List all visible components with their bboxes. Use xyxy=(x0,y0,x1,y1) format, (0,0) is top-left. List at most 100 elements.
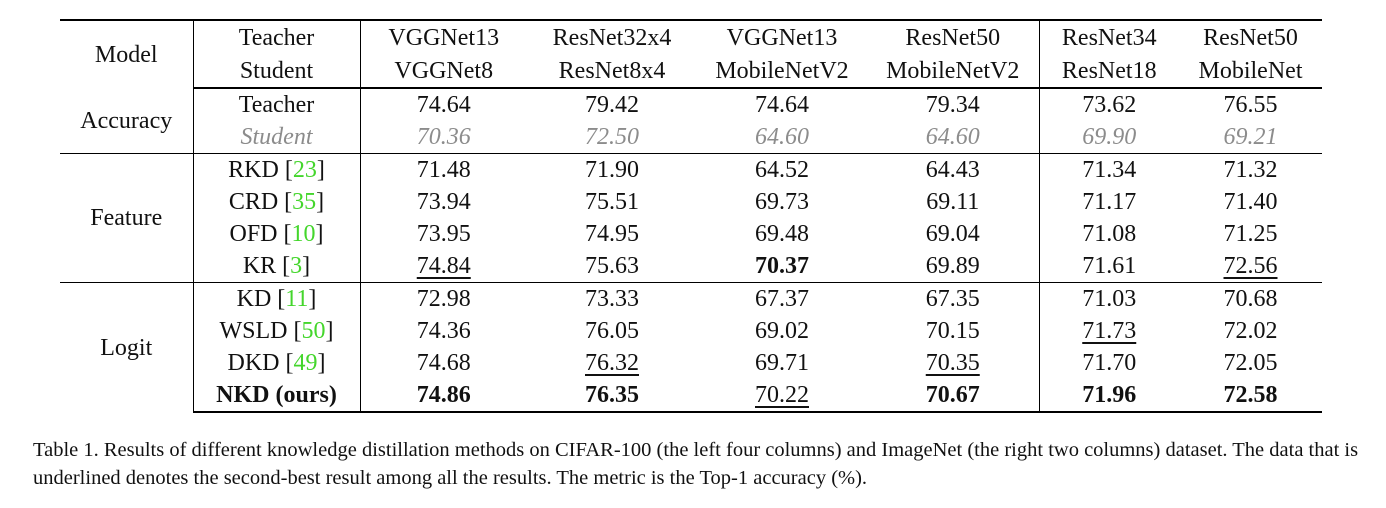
value-cell: 71.90 xyxy=(527,153,697,186)
citation-link[interactable]: 50 xyxy=(301,318,326,344)
value-cell: 76.05 xyxy=(527,315,697,347)
value-cell: 70.37 xyxy=(697,250,867,283)
value-text: 69.90 xyxy=(1082,124,1137,150)
value-text: 67.35 xyxy=(925,286,980,312)
value-text: 73.94 xyxy=(416,189,471,215)
value-cell: 71.25 xyxy=(1179,218,1322,250)
value-text: 72.58 xyxy=(1223,382,1278,408)
value-cell: 70.22 xyxy=(697,379,867,413)
value-text: 69.71 xyxy=(755,350,809,376)
value-cell: 69.89 xyxy=(867,250,1040,283)
citation-link[interactable]: 35 xyxy=(292,189,317,215)
value-text: 70.22 xyxy=(755,382,809,408)
value-cell: 70.35 xyxy=(867,347,1040,379)
value-cell: 76.55 xyxy=(1179,88,1322,121)
value-text: 79.34 xyxy=(925,92,980,118)
value-text: 69.11 xyxy=(926,189,980,215)
results-table: Model Teacher VGGNet13 ResNet32x4 VGGNet13 Re… xyxy=(60,19,1322,413)
value-text: 69.21 xyxy=(1223,124,1278,150)
value-text: 74.95 xyxy=(585,221,639,247)
citation-link[interactable]: 10 xyxy=(291,221,316,247)
value-cell: 74.84 xyxy=(360,250,527,283)
value-text: 69.04 xyxy=(925,221,980,247)
column-student: MobileNetV2 xyxy=(867,54,1040,89)
header-row-student: Student VGGNet8 ResNet8x4 MobileNetV2 Mobile… xyxy=(60,54,1322,89)
value-text: 74.84 xyxy=(416,253,471,279)
value-text: 71.08 xyxy=(1082,221,1137,247)
value-text: 74.68 xyxy=(416,350,471,376)
method-name: RKD [23] xyxy=(193,153,361,186)
value-cell: 71.17 xyxy=(1039,186,1179,218)
value-text: 69.02 xyxy=(755,318,809,344)
value-text: 64.60 xyxy=(755,124,809,150)
value-text: 72.02 xyxy=(1223,318,1278,344)
value-text: 69.48 xyxy=(755,221,809,247)
citation-link[interactable]: 3 xyxy=(290,253,303,279)
value-cell: 79.42 xyxy=(527,88,697,121)
header-row-teacher: Model Teacher VGGNet13 ResNet32x4 VGGNet13 Re… xyxy=(60,19,1322,88)
column-student: ResNet8x4 xyxy=(527,54,697,89)
value-text: 71.70 xyxy=(1082,350,1137,376)
value-cell: 72.50 xyxy=(527,121,697,154)
value-text: 70.36 xyxy=(416,124,471,150)
value-cell: 75.51 xyxy=(527,186,697,218)
value-cell: 72.56 xyxy=(1179,250,1322,283)
value-cell: 72.58 xyxy=(1179,379,1322,413)
value-cell: 76.35 xyxy=(527,379,697,413)
value-cell: 74.95 xyxy=(527,218,697,250)
column-teacher: ResNet50 xyxy=(867,19,1040,54)
table-row: WSLD [50] 74.36 76.05 69.02 70.15 71.73 72.02 xyxy=(60,315,1322,347)
value-cell: 69.21 xyxy=(1179,121,1322,154)
value-cell: 73.33 xyxy=(527,282,697,315)
value-text: 71.34 xyxy=(1082,157,1137,183)
value-cell: 76.32 xyxy=(527,347,697,379)
value-text: 74.64 xyxy=(416,92,471,118)
value-text: 73.95 xyxy=(416,221,471,247)
value-text: 76.32 xyxy=(585,350,639,376)
table-row: KR [3] 74.84 75.63 70.37 69.89 71.61 72.56 xyxy=(60,250,1322,283)
value-cell: 69.48 xyxy=(697,218,867,250)
citation-link[interactable]: 11 xyxy=(285,286,309,312)
value-cell: 71.61 xyxy=(1039,250,1179,283)
column-teacher: ResNet50 xyxy=(1179,19,1322,54)
table-row: Logit KD [11] 72.98 73.33 67.37 67.35 71.03 70.… xyxy=(60,282,1322,412)
value-cell: 64.52 xyxy=(697,153,867,186)
value-cell: 71.08 xyxy=(1039,218,1179,250)
teacher-header: Teacher xyxy=(193,19,361,54)
value-text: 71.25 xyxy=(1223,221,1278,247)
value-cell: 67.35 xyxy=(867,282,1040,315)
method-name: KR [3] xyxy=(193,250,361,283)
value-cell: 69.11 xyxy=(867,186,1040,218)
table-row: Accuracy Teacher 74.64 79.42 74.64 79.34 73.62… xyxy=(60,88,1322,154)
citation-link[interactable]: 49 xyxy=(293,350,318,376)
value-text: 70.67 xyxy=(925,382,980,408)
value-cell: 71.40 xyxy=(1179,186,1322,218)
value-text: 74.64 xyxy=(755,92,809,118)
table-row: DKD [49] 74.68 76.32 69.71 70.35 71.70 72.05 xyxy=(60,347,1322,379)
value-text: 76.55 xyxy=(1223,92,1278,118)
value-text: 71.17 xyxy=(1082,189,1137,215)
value-text: 72.56 xyxy=(1223,253,1278,279)
group-label: Feature xyxy=(60,153,194,283)
value-cell: 69.71 xyxy=(697,347,867,379)
citation-link[interactable]: 23 xyxy=(292,157,317,183)
value-text: 70.37 xyxy=(755,253,809,279)
method-name: WSLD [50] xyxy=(193,315,361,347)
column-teacher: ResNet34 xyxy=(1039,19,1179,54)
method-name: DKD [49] xyxy=(193,347,361,379)
value-text: 64.43 xyxy=(925,157,980,183)
column-teacher: VGGNet13 xyxy=(697,19,867,54)
value-text: 71.90 xyxy=(585,157,639,183)
value-text: 72.98 xyxy=(416,286,471,312)
value-text: 64.60 xyxy=(925,124,980,150)
table-row: CRD [35] 73.94 75.51 69.73 69.11 71.17 71.40 xyxy=(60,186,1322,218)
table-row: OFD [10] 73.95 74.95 69.48 69.04 71.08 71.25 xyxy=(60,218,1322,250)
method-name: Teacher xyxy=(193,88,361,121)
method-name: NKD (ours) xyxy=(193,379,361,413)
value-cell: 74.64 xyxy=(697,88,867,121)
value-cell: 67.37 xyxy=(697,282,867,315)
value-cell: 79.34 xyxy=(867,88,1040,121)
value-cell: 69.73 xyxy=(697,186,867,218)
column-teacher: ResNet32x4 xyxy=(527,19,697,54)
value-cell: 69.02 xyxy=(697,315,867,347)
